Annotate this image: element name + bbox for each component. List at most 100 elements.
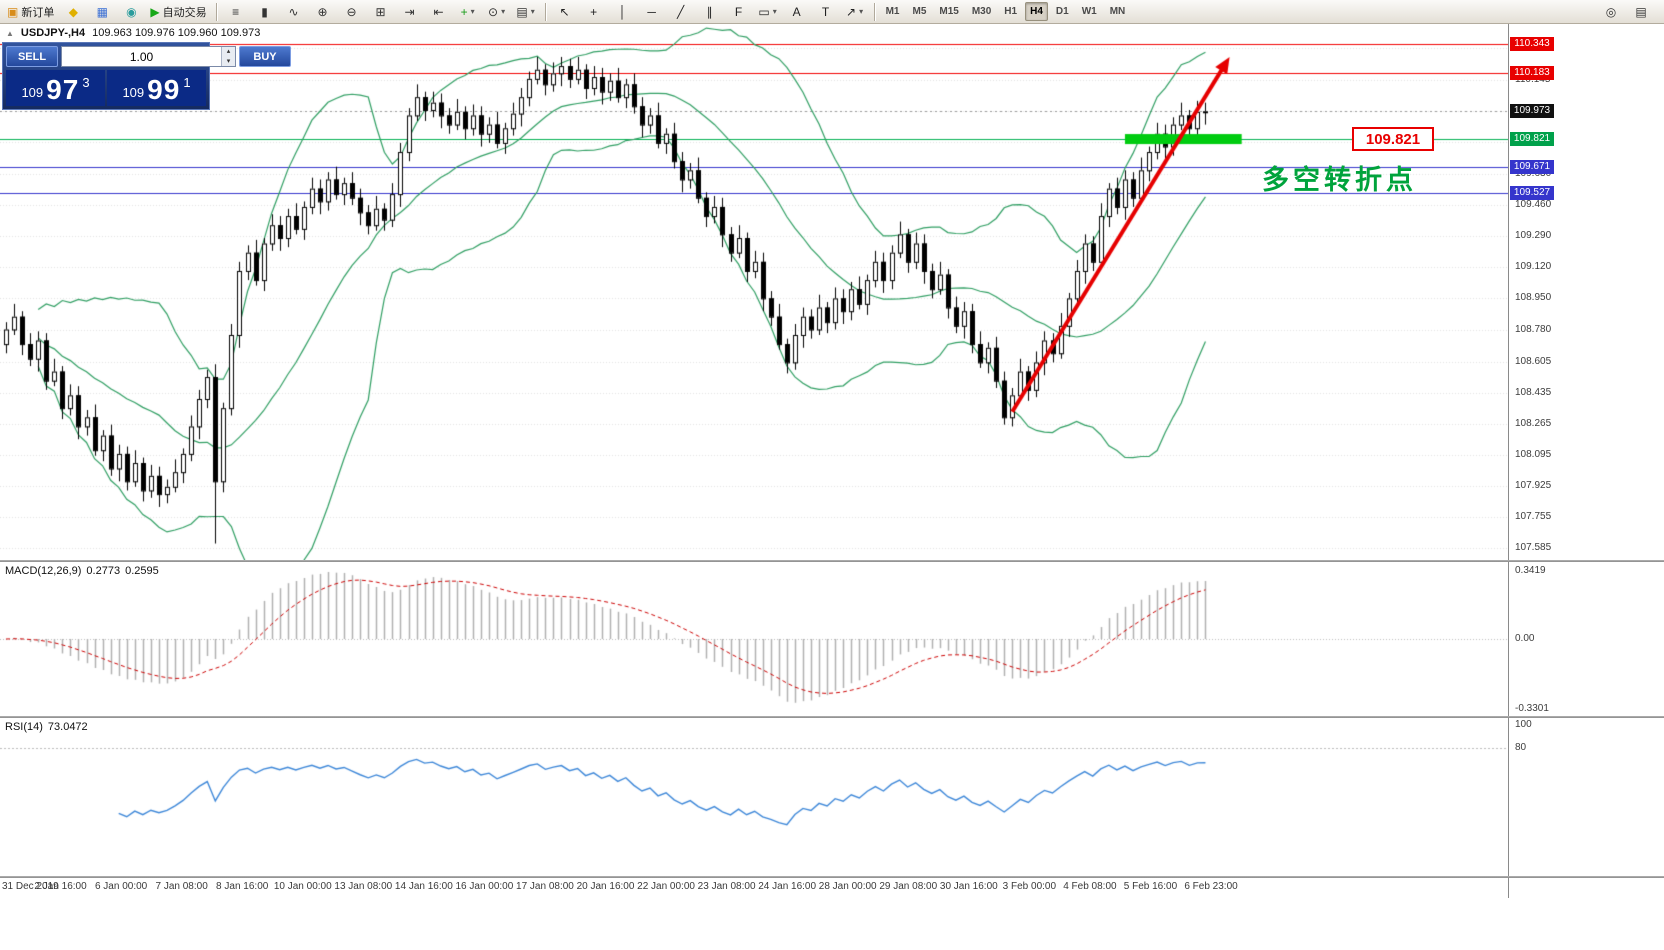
periods-icon[interactable]: ⊙ ▾ — [483, 1, 511, 23]
data-window-icon[interactable]: ▦ — [88, 1, 116, 23]
vertical-line-tool-icon[interactable]: │ — [609, 1, 637, 23]
price-axis-label: 109.630 — [1515, 168, 1552, 179]
bar-chart-icon-glyph: ≡ — [232, 4, 240, 19]
timeframe-m15[interactable]: M15 — [939, 6, 959, 17]
timeframe-d1[interactable]: D1 — [1055, 6, 1069, 17]
time-axis-label: 14 Jan 16:00 — [394, 881, 453, 892]
zoom-in-icon[interactable]: ⊕ — [309, 1, 337, 23]
time-axis-label: 16 Jan 00:00 — [455, 881, 514, 892]
time-axis[interactable]: 31 Dec 2019 2 Jan 16:00 6 Jan 00:00 7 Jan 0… — [0, 878, 1508, 898]
time-axis-label: 6 Jan 00:00 — [94, 881, 148, 892]
tile-windows-icon-glyph: ⊞ — [375, 4, 386, 19]
arrows-tool-icon-glyph: ↗ — [846, 4, 857, 19]
navigator-icon[interactable]: ◉ — [117, 1, 145, 23]
auto-scroll-icon[interactable]: ⇥ — [396, 1, 424, 23]
time-axis-label: 31 Dec 2019 — [2, 881, 59, 892]
auto-trading-icon: ▶ — [150, 4, 160, 19]
timeframe-w1[interactable]: W1 — [1081, 6, 1097, 17]
timeframe-m1[interactable]: M1 — [885, 6, 900, 17]
price-axis-label: 109.290 — [1515, 230, 1552, 242]
main-chart-canvas[interactable] — [0, 24, 1508, 560]
macd-pane-canvas[interactable] — [0, 562, 1508, 716]
price-axis-label: 107.925 — [1515, 479, 1552, 491]
price-axis-label: 109.120 — [1515, 261, 1552, 273]
time-axis-label: 5 Feb 16:00 — [1123, 881, 1178, 892]
rsi-pane-canvas[interactable] — [0, 718, 1508, 876]
toolbar-separator — [873, 2, 875, 21]
spin-down-icon[interactable]: ▾ — [222, 56, 235, 66]
buy-button[interactable]: BUY — [239, 46, 291, 67]
time-axis-label: 6 Feb 23:00 — [1184, 881, 1238, 892]
bar-chart-icon[interactable]: ≡ — [222, 1, 250, 23]
volume-input[interactable] — [62, 47, 221, 66]
text-tool-icon[interactable]: A — [783, 1, 811, 23]
time-axis-label: 10 Jan 00:00 — [273, 881, 332, 892]
data-window-icon-glyph: ▦ — [96, 4, 109, 19]
shapes-tool-icon-glyph: ▭ — [758, 4, 770, 19]
sell-button[interactable]: SELL — [6, 46, 58, 67]
toolbar-right-group: ◎ ▤ — [1597, 1, 1661, 23]
rsi-label: RSI(14) 73.0472 — [5, 721, 88, 733]
auto-trading-button[interactable]: ▶ 自动交易 — [146, 1, 210, 23]
pane-divider[interactable] — [0, 560, 1664, 562]
trendline-tool-icon[interactable]: ╱ — [667, 1, 695, 23]
timeframe-h4[interactable]: H4 — [1025, 2, 1048, 21]
price-axis-label: 108.095 — [1515, 448, 1552, 460]
time-axis-label: 7 Jan 08:00 — [155, 881, 208, 892]
indicators-icon[interactable]: + ▾ — [454, 1, 482, 23]
one-click-trading-panel: SELL ▴ ▾ BUY 109 97 3 109 99 1 — [2, 42, 291, 110]
price-axis-label: 107.585 — [1515, 542, 1552, 554]
price-axis-label: 108.605 — [1515, 355, 1552, 367]
rsi-axis-label: 100 — [1515, 719, 1532, 730]
rsi-title: RSI(14) — [5, 721, 43, 733]
search-icon[interactable]: ◎ — [1597, 1, 1625, 23]
chart-shift-icon[interactable]: ⇤ — [425, 1, 453, 23]
arrows-tool-icon[interactable]: ↗ ▾ — [841, 1, 869, 23]
timeframe-m5[interactable]: M5 — [912, 6, 927, 17]
timeframe-mn[interactable]: MN — [1109, 6, 1126, 17]
shapes-tool-icon[interactable]: ▭ ▾ — [754, 1, 782, 23]
spin-up-icon[interactable]: ▴ — [222, 47, 235, 57]
candlestick-chart-icon[interactable]: ▮ — [251, 1, 279, 23]
zoom-out-icon[interactable]: ⊖ — [338, 1, 366, 23]
auto-scroll-icon-glyph: ⇥ — [404, 4, 415, 19]
price-flag-109821[interactable]: 109.821 — [1352, 127, 1434, 151]
price-axis-label: 109.460 — [1515, 199, 1552, 211]
channel-tool-icon[interactable]: ∥ — [696, 1, 724, 23]
new-order-button[interactable]: ▣ 新订单 — [3, 1, 58, 23]
horizontal-line-tool-icon[interactable]: ─ — [638, 1, 666, 23]
pane-divider[interactable] — [0, 716, 1664, 718]
sell-price-big: 97 — [46, 74, 80, 105]
timeframe-m30[interactable]: M30 — [971, 6, 992, 17]
candlestick-chart-icon-glyph: ▮ — [261, 4, 268, 19]
label-tool-icon[interactable]: T — [812, 1, 840, 23]
cursor-tool-icon[interactable]: ↖ — [551, 1, 579, 23]
fibonacci-tool-icon[interactable]: F — [725, 1, 753, 23]
templates-icon[interactable]: ▤ ▾ — [512, 1, 540, 23]
chevron-down-icon: ▾ — [530, 7, 535, 16]
macd-axis-label: 0.00 — [1515, 633, 1535, 644]
print-icon[interactable]: ▤ — [1627, 1, 1655, 23]
price-axis-label: 108.265 — [1515, 417, 1552, 429]
price-badge: 109.973 — [1510, 104, 1554, 119]
market-watch-icon[interactable]: ◆ — [59, 1, 87, 23]
navigator-icon-glyph: ◉ — [126, 4, 137, 19]
market-watch-icon-glyph: ◆ — [68, 4, 78, 19]
pane-divider[interactable] — [0, 876, 1664, 878]
timeframe-h1[interactable]: H1 — [1004, 6, 1018, 17]
buy-price[interactable]: 109 99 1 — [107, 70, 206, 106]
crosshair-tool-icon[interactable]: + — [580, 1, 608, 23]
tile-windows-icon[interactable]: ⊞ — [367, 1, 395, 23]
horizontal-line-tool-icon-glyph: ─ — [647, 4, 656, 19]
time-axis-label: 13 Jan 08:00 — [334, 881, 393, 892]
turning-point-note[interactable]: 多空转折点 — [1262, 165, 1417, 195]
price-axis-label: 107.755 — [1515, 511, 1552, 522]
price-axis-label: 108.950 — [1515, 292, 1552, 304]
sell-price[interactable]: 109 97 3 — [6, 70, 105, 106]
zoom-in-icon-glyph: ⊕ — [317, 4, 328, 19]
price-axis[interactable]: 110.318110.145109.975109.805109.630109.4… — [1508, 24, 1664, 898]
collapse-panel-icon[interactable]: ▲ — [6, 28, 14, 38]
search-icon-glyph: ◎ — [1605, 4, 1617, 19]
line-chart-icon[interactable]: ∿ — [280, 1, 308, 23]
